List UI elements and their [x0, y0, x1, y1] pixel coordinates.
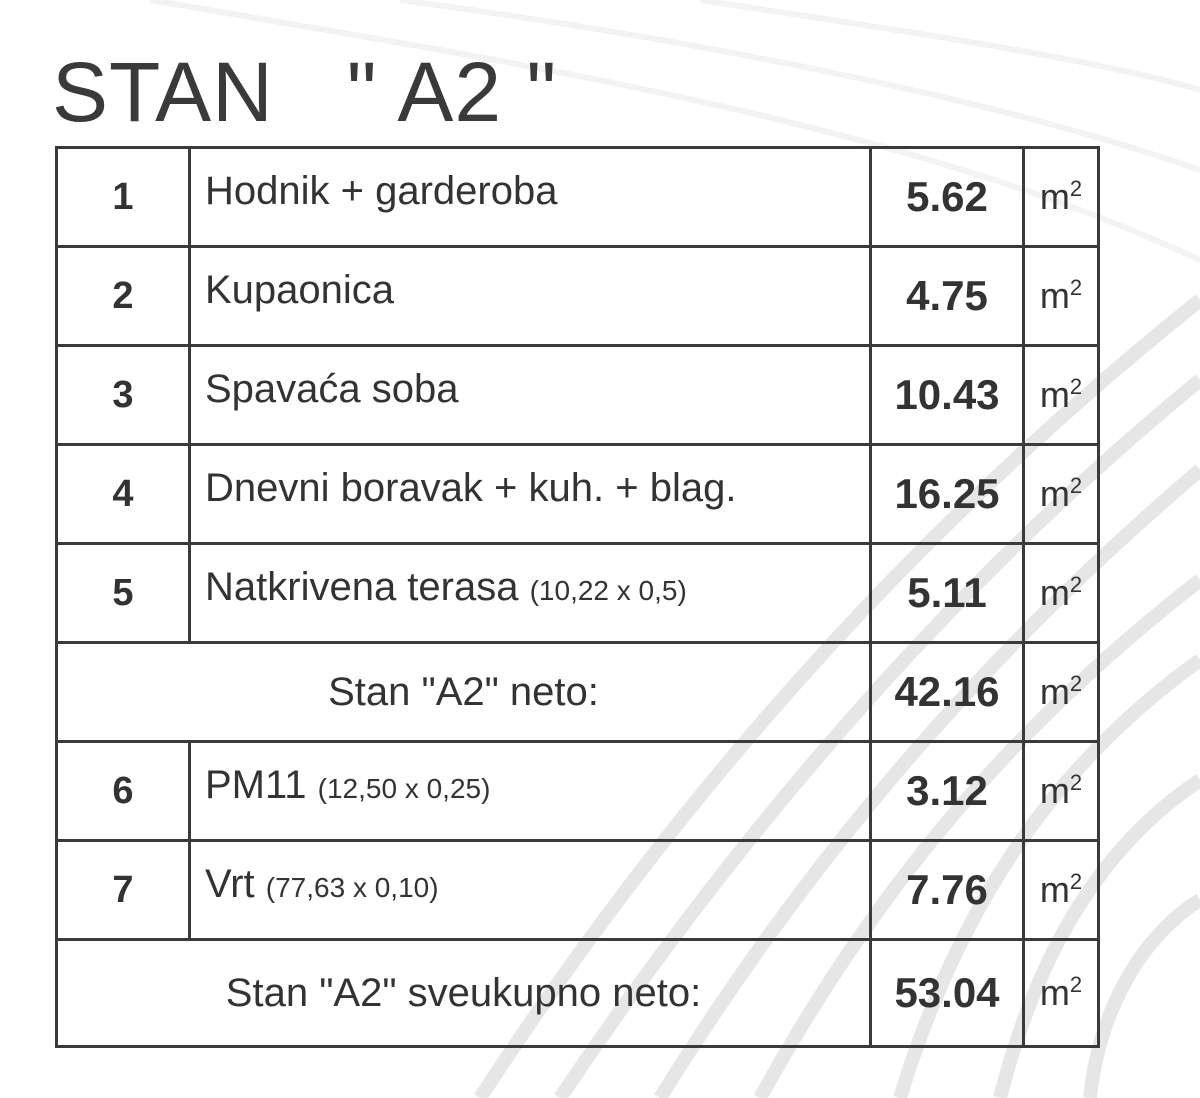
row-number: 2 [55, 245, 191, 347]
total-label: Stan "A2" neto: [55, 641, 872, 743]
unit-exponent: 2 [1069, 572, 1083, 597]
unit-cell: m2 [1022, 938, 1100, 1048]
unit-exponent: 2 [1069, 473, 1083, 498]
row-number: 6 [55, 740, 191, 842]
table-row: 6 PM11 (12,50 x 0,25) 3.12 m2 [55, 740, 1100, 842]
unit: m [1039, 176, 1070, 217]
area-value: 16.25 [869, 443, 1025, 545]
area-value: 7.76 [869, 839, 1025, 941]
table-row: 4 Dnevni boravak + kuh. + blag. 16.25 m2 [55, 443, 1100, 545]
room-name-cell: PM11 (12,50 x 0,25) [188, 740, 872, 842]
unit-cell: m2 [1022, 443, 1100, 545]
room-name-cell: Natkrivena terasa (10,22 x 0,5) [188, 542, 872, 644]
table-row: 1 Hodnik + garderoba 5.62 m2 [55, 146, 1100, 248]
area-table: 1 Hodnik + garderoba 5.62 m2 2 Kupaonica 4.75 m… [55, 146, 1100, 1048]
row-number: 4 [55, 443, 191, 545]
unit: m [1039, 869, 1070, 910]
room-name-cell: Hodnik + garderoba [188, 146, 872, 248]
unit-exponent: 2 [1069, 671, 1083, 696]
unit: m [1039, 770, 1070, 811]
row-number: 7 [55, 839, 191, 941]
unit-cell: m2 [1022, 740, 1100, 842]
page-title: STAN " A2 " [52, 45, 558, 139]
room-name-cell: Kupaonica [188, 245, 872, 347]
unit-exponent: 2 [1069, 275, 1083, 300]
room-name: Hodnik + garderoba [205, 168, 558, 213]
total-row: Stan "A2" sveukupno neto: 53.04 m2 [55, 938, 1100, 1048]
room-dimensions: (12,50 x 0,25) [317, 772, 491, 804]
table-row: 7 Vrt (77,63 x 0,10) 7.76 m2 [55, 839, 1100, 941]
room-name: PM11 [205, 762, 307, 807]
unit-cell: m2 [1022, 641, 1100, 743]
area-value: 5.62 [869, 146, 1025, 248]
unit: m [1039, 473, 1070, 514]
table-row: 3 Spavaća soba 10.43 m2 [55, 344, 1100, 446]
unit: m [1039, 275, 1070, 316]
total-label: Stan "A2" sveukupno neto: [55, 938, 872, 1048]
room-name: Spavaća soba [205, 366, 459, 411]
area-value: 5.11 [869, 542, 1025, 644]
unit-exponent: 2 [1069, 972, 1083, 997]
row-number: 3 [55, 344, 191, 446]
room-name: Vrt [205, 861, 255, 906]
room-name: Dnevni boravak + kuh. + blag. [205, 465, 737, 510]
unit-exponent: 2 [1069, 770, 1083, 795]
unit-cell: m2 [1022, 146, 1100, 248]
area-value: 53.04 [869, 938, 1025, 1048]
unit: m [1039, 572, 1070, 613]
table-row: 5 Natkrivena terasa (10,22 x 0,5) 5.11 m2 [55, 542, 1100, 644]
unit: m [1039, 374, 1070, 415]
unit-cell: m2 [1022, 542, 1100, 644]
unit: m [1039, 972, 1070, 1013]
room-name: Natkrivena terasa [205, 564, 519, 609]
unit: m [1039, 671, 1070, 712]
total-row: Stan "A2" neto: 42.16 m2 [55, 641, 1100, 743]
room-name-cell: Spavaća soba [188, 344, 872, 446]
unit-exponent: 2 [1069, 869, 1083, 894]
room-dimensions: (77,63 x 0,10) [265, 871, 439, 903]
row-number: 5 [55, 542, 191, 644]
room-name-cell: Vrt (77,63 x 0,10) [188, 839, 872, 941]
row-number: 1 [55, 146, 191, 248]
unit-cell: m2 [1022, 245, 1100, 347]
table-row: 2 Kupaonica 4.75 m2 [55, 245, 1100, 347]
room-name-cell: Dnevni boravak + kuh. + blag. [188, 443, 872, 545]
room-dimensions: (10,22 x 0,5) [529, 574, 687, 606]
area-value: 4.75 [869, 245, 1025, 347]
area-value: 3.12 [869, 740, 1025, 842]
unit-cell: m2 [1022, 839, 1100, 941]
area-value: 10.43 [869, 344, 1025, 446]
unit-exponent: 2 [1069, 176, 1083, 201]
area-value: 42.16 [869, 641, 1025, 743]
room-name: Kupaonica [205, 267, 395, 312]
unit-cell: m2 [1022, 344, 1100, 446]
unit-exponent: 2 [1069, 374, 1083, 399]
